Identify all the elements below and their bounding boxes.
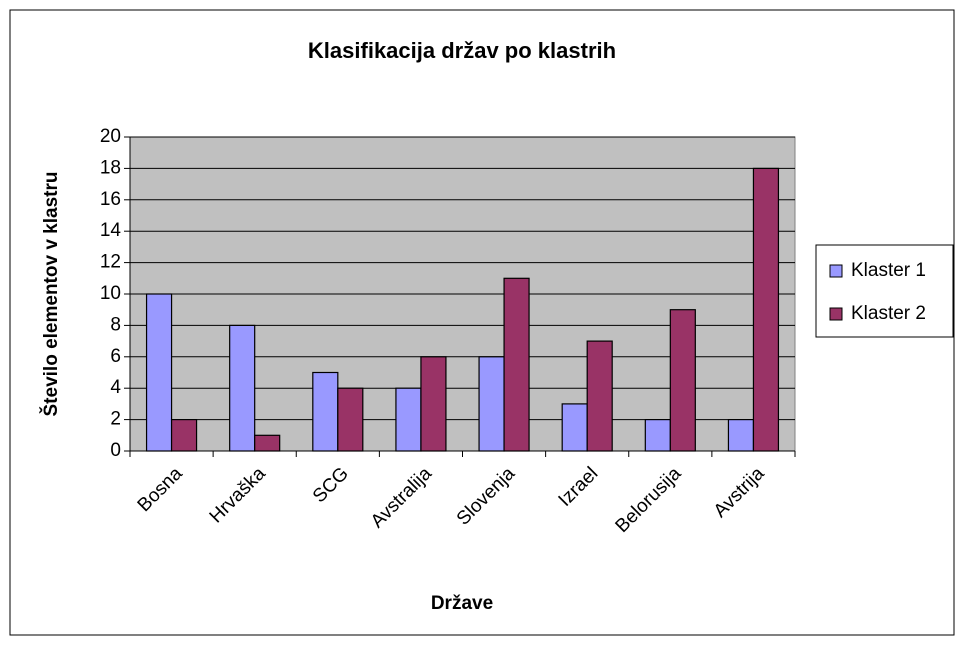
bar xyxy=(312,371,339,452)
y-tick-label: 2 xyxy=(110,409,121,430)
y-tick-label: 0 xyxy=(110,440,121,461)
bar xyxy=(170,419,198,452)
bar xyxy=(254,434,281,452)
y-tick-label: 12 xyxy=(100,252,121,273)
bar xyxy=(669,309,696,452)
bar xyxy=(644,419,671,452)
y-tick-label: 10 xyxy=(100,283,121,304)
legend-swatch xyxy=(829,307,843,321)
x-axis-label: Države xyxy=(431,593,493,614)
bar xyxy=(229,324,256,452)
y-tick-label: 18 xyxy=(100,157,121,178)
bar xyxy=(395,387,422,452)
bar xyxy=(586,340,613,452)
bar xyxy=(337,387,364,452)
y-tick-label: 16 xyxy=(100,189,121,210)
y-tick-label: 8 xyxy=(110,314,121,335)
y-axis-label: Število elementov v klastru xyxy=(40,172,62,417)
legend-label: Klaster 2 xyxy=(851,303,926,324)
bar xyxy=(145,293,173,452)
y-tick-label: 20 xyxy=(100,126,121,147)
chart-title: Klasifikacija držav po klastrih xyxy=(308,38,616,63)
legend-swatch xyxy=(829,264,843,278)
bar xyxy=(727,419,755,452)
y-tick-label: 4 xyxy=(110,377,121,398)
bar xyxy=(478,356,505,452)
legend-box xyxy=(815,244,954,338)
y-tick-label: 14 xyxy=(100,220,122,241)
y-tick-label: 6 xyxy=(110,346,121,367)
bar xyxy=(420,356,447,452)
bar xyxy=(561,403,588,452)
bar xyxy=(752,167,780,452)
bar xyxy=(503,277,530,452)
legend-label: Klaster 1 xyxy=(851,260,926,281)
